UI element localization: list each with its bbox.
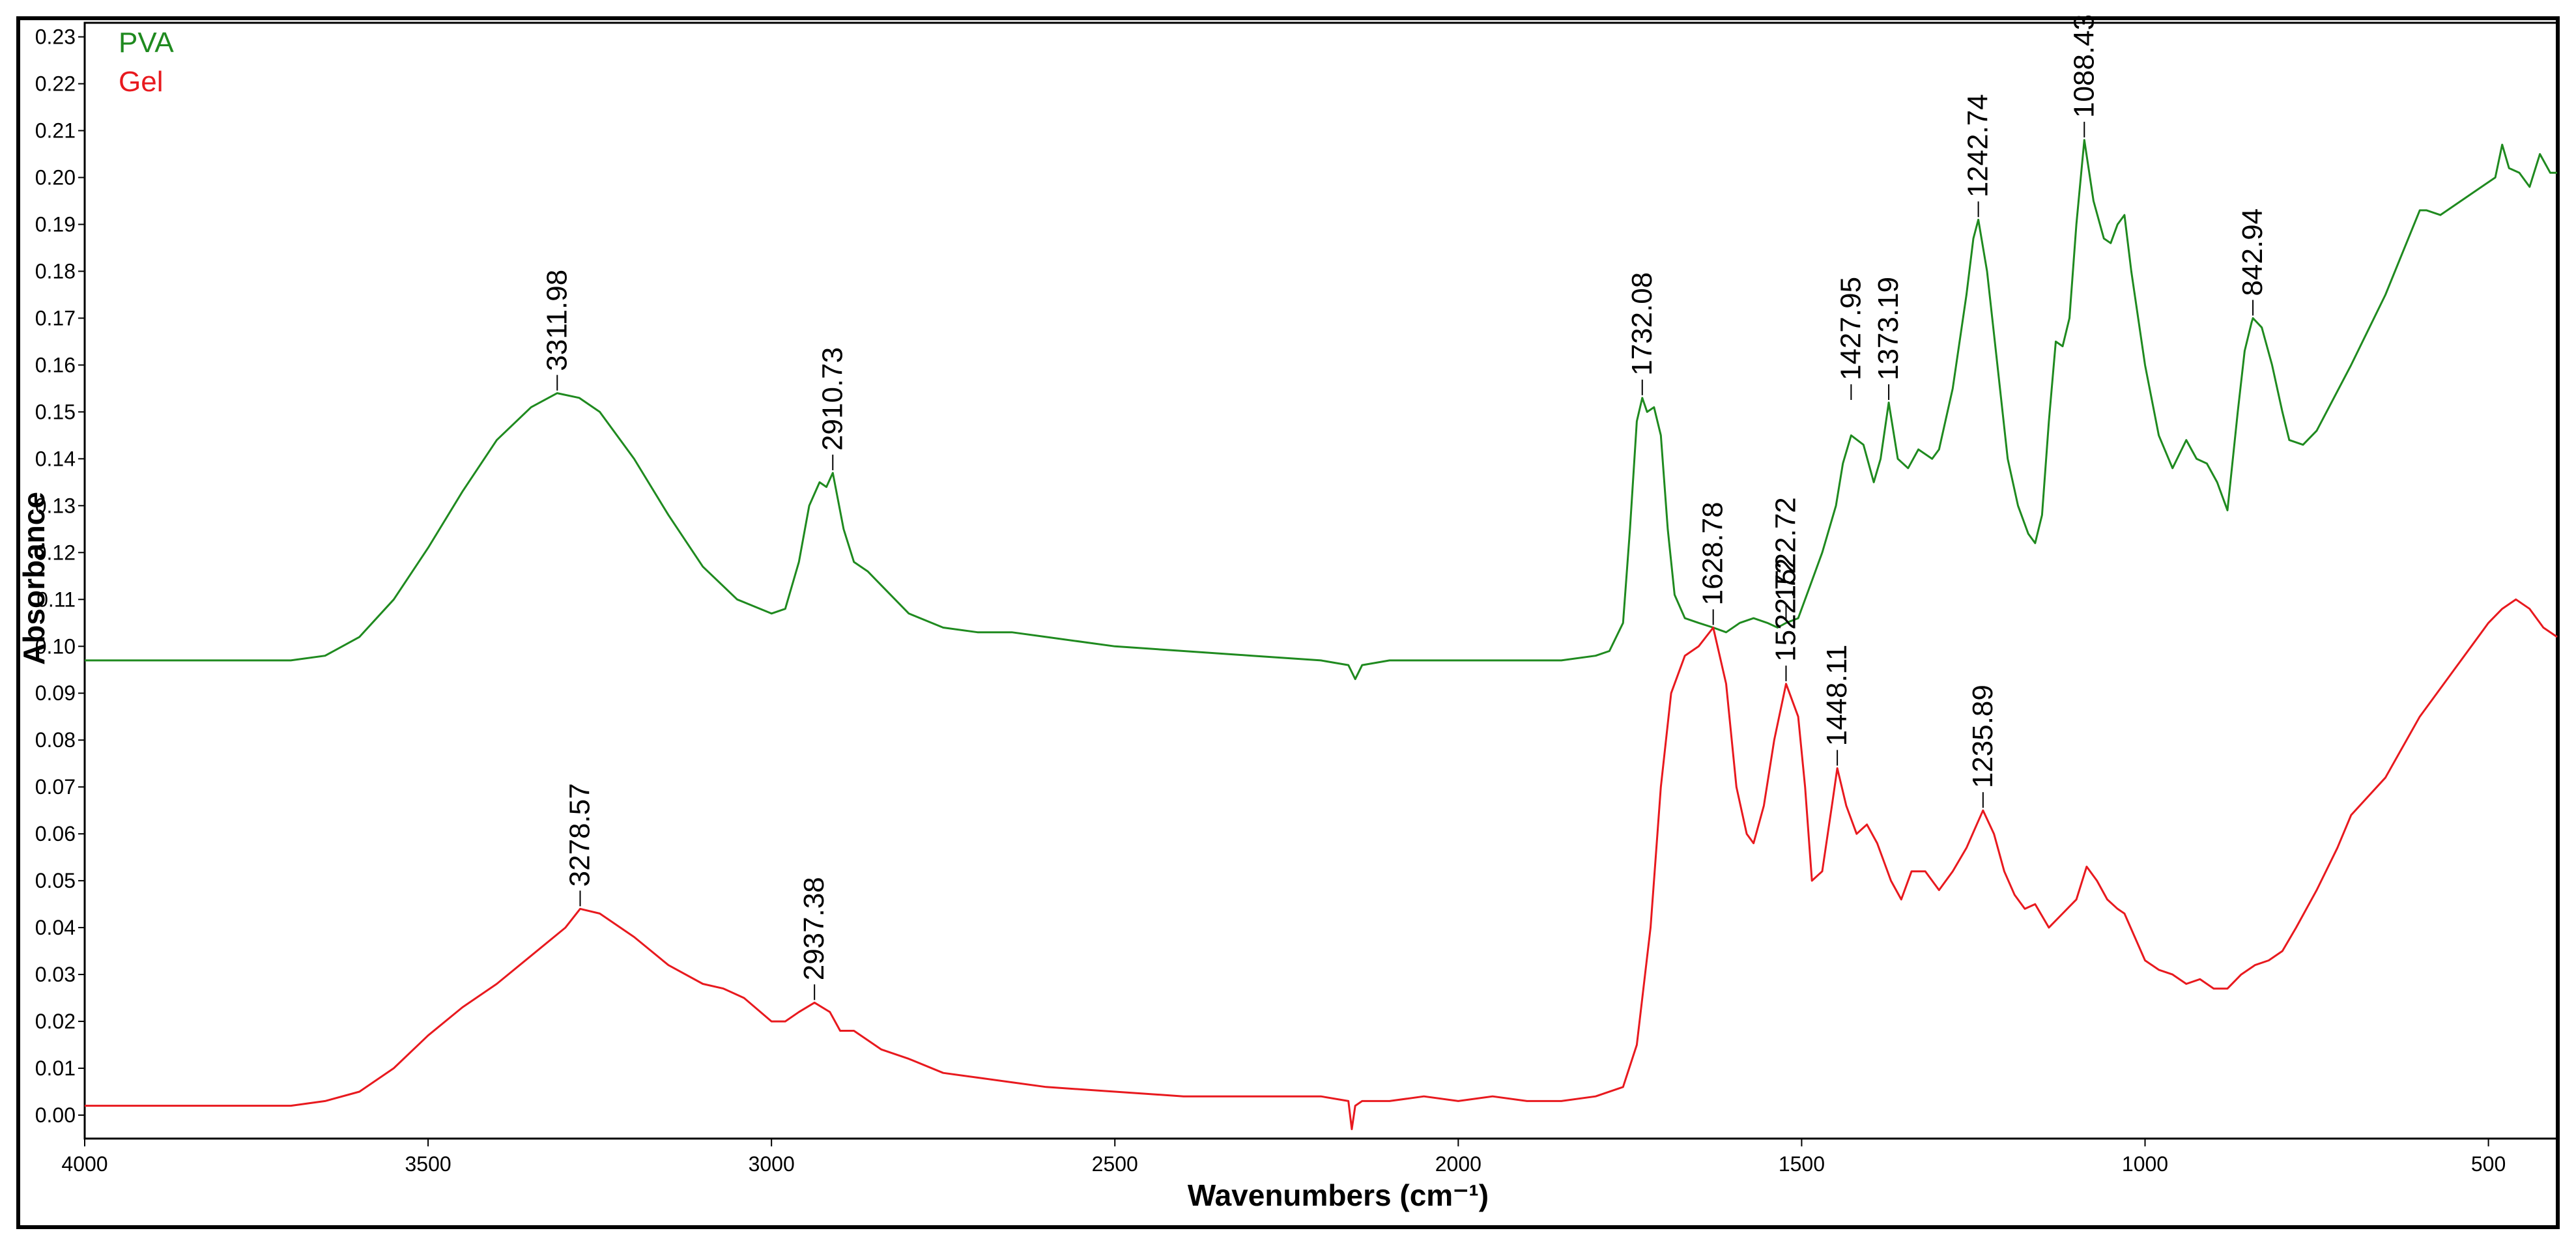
y-tick-label: 0.13 — [35, 494, 76, 517]
x-tick-label: 1000 — [2122, 1152, 2168, 1176]
peak-label: 1522.72 — [1769, 558, 1801, 662]
x-tick-label: 2000 — [1435, 1152, 1481, 1176]
y-tick-label: 0.08 — [35, 728, 76, 752]
y-tick-label: 0.07 — [35, 775, 76, 799]
y-tick-label: 0.06 — [35, 822, 76, 845]
y-tick-label: 0.16 — [35, 353, 76, 376]
y-tick-label: 0.04 — [35, 916, 76, 939]
y-tick-label: 0.15 — [35, 400, 76, 423]
axes: 0.00 0.01 0.02 0.03 0.04 0.05 0.06 0.07 0.08 0.09… — [35, 21, 2558, 1176]
series-line-pva — [85, 139, 2557, 681]
y-tick-label: 0.02 — [35, 1010, 76, 1033]
y-tick-label: 0.01 — [35, 1057, 76, 1080]
x-axis-title: Wavenumbers (cm⁻¹) — [1188, 1178, 1489, 1212]
peak-label: 1373.19 — [1872, 277, 1904, 380]
y-tick-label: 0.09 — [35, 681, 76, 705]
legend-entry-pva: PVA — [119, 27, 174, 59]
x-tick-label: 3500 — [405, 1152, 451, 1176]
y-tick-label: 0.10 — [35, 634, 76, 658]
y-tick-label: 0.21 — [35, 119, 76, 143]
x-tick-label: 4000 — [61, 1152, 107, 1176]
y-tick-label: 0.14 — [35, 447, 76, 470]
y-tick-label: 0.00 — [35, 1103, 76, 1127]
series-line-gel — [85, 598, 2558, 1131]
peak-label: 2937.38 — [798, 877, 830, 980]
plot-area-border — [83, 21, 2558, 1140]
peak-label: 1242.74 — [1962, 94, 1994, 197]
y-tick-label: 0.17 — [35, 306, 76, 330]
peak-label: 842.94 — [2237, 208, 2268, 296]
x-tick-label: 1500 — [1779, 1152, 1825, 1176]
peak-label: 1732.08 — [1626, 272, 1658, 376]
peak-label: 1427.95 — [1835, 277, 1867, 380]
y-tick-label: 0.18 — [35, 259, 76, 283]
peak-label: 3278.57 — [564, 783, 596, 886]
legend-entry-gel: Gel — [119, 66, 163, 98]
y-tick-label: 0.23 — [35, 25, 76, 49]
x-tick-label: 3000 — [749, 1152, 795, 1176]
legend: PVA Gel — [119, 27, 174, 98]
peak-label: 1235.89 — [1967, 685, 1999, 788]
x-tick-label: 500 — [2471, 1152, 2506, 1176]
peak-label: 1522.72 — [1769, 497, 1801, 601]
y-tick-label: 0.12 — [35, 541, 76, 564]
y-tick-label: 0.11 — [36, 588, 76, 611]
peak-label: 3311.98 — [541, 270, 573, 371]
peak-label: 1088.43 — [2068, 14, 2100, 118]
x-tick-label: 2500 — [1092, 1152, 1138, 1176]
annotation-layer: 3311.98 2910.73 1732.08 1628.78 1522.72 1427.… — [541, 14, 2268, 1000]
y-tick-label: 0.05 — [35, 869, 76, 892]
peak-label: 1628.78 — [1697, 502, 1729, 605]
y-tick-label: 0.20 — [35, 166, 76, 190]
y-tick-label: 0.22 — [35, 72, 76, 96]
peak-label: 1448.11 — [1821, 645, 1853, 746]
series-layer — [85, 139, 2558, 1131]
y-tick-label: 0.03 — [35, 963, 76, 986]
y-tick-label: 0.19 — [35, 212, 76, 236]
y-axis-title: Absorbance — [17, 492, 51, 665]
peak-label: 2910.73 — [816, 347, 848, 451]
